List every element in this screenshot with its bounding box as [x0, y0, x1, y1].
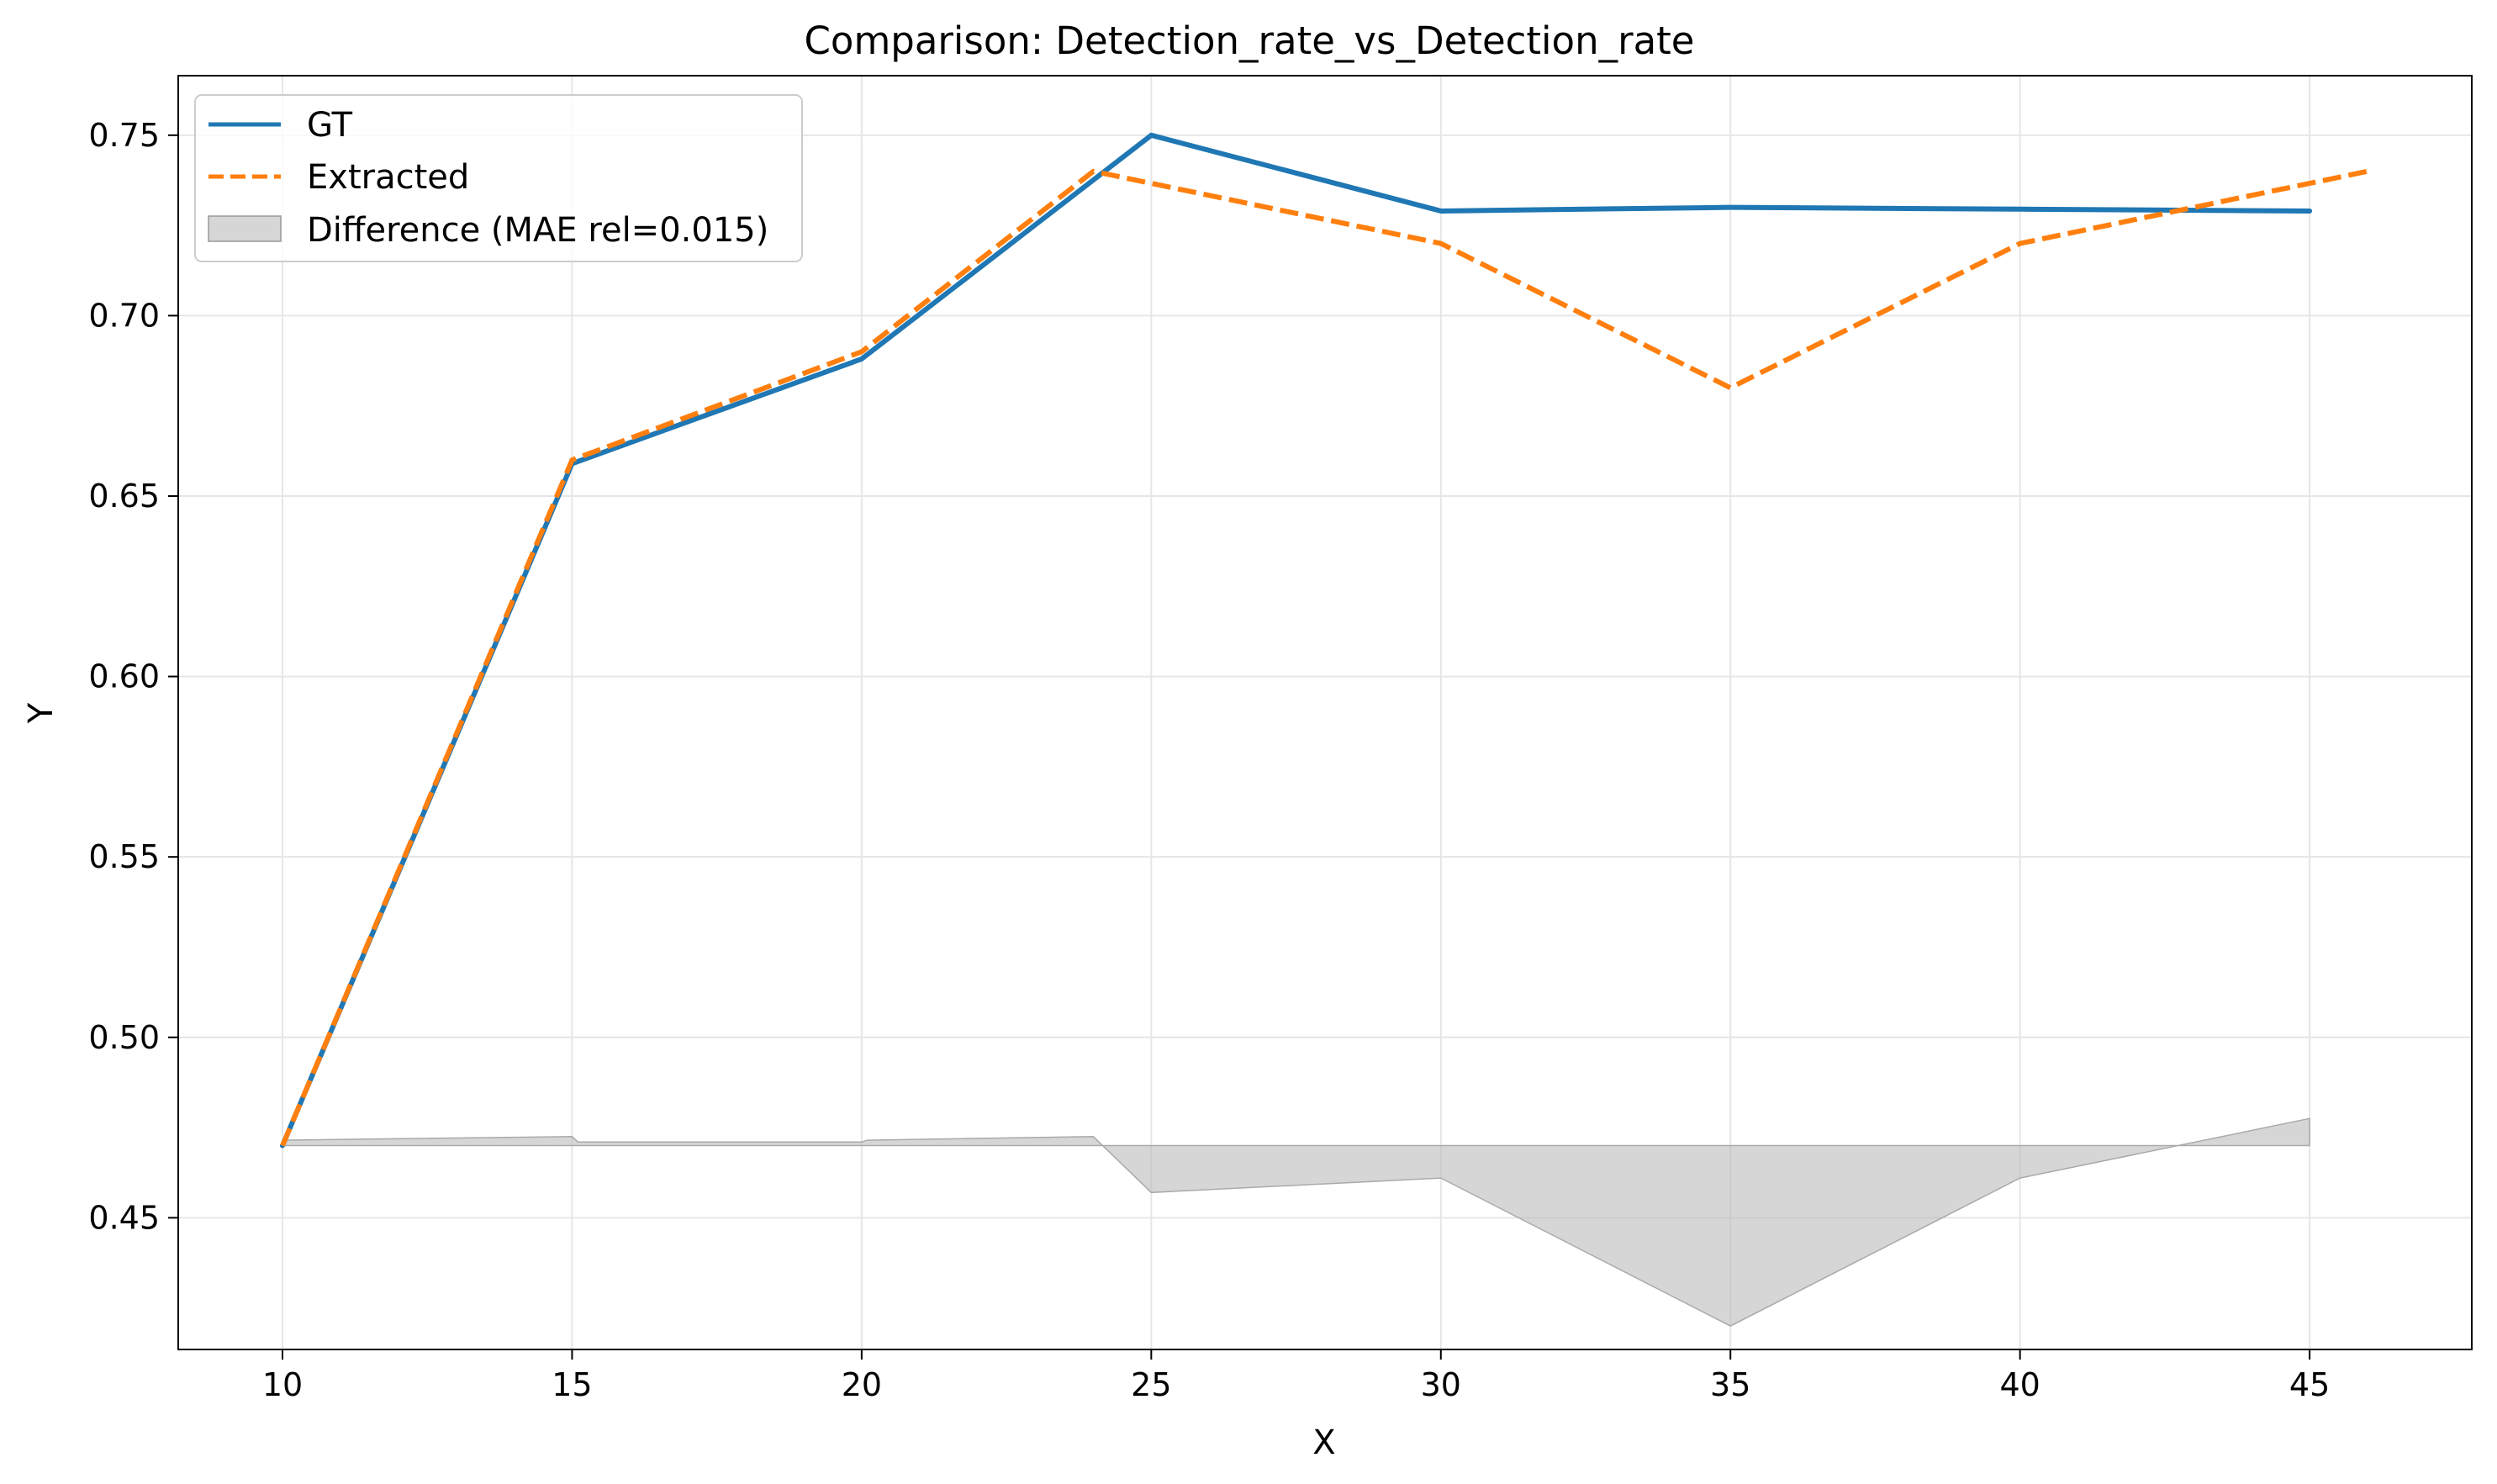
y-tick-label: 0.60	[88, 658, 160, 695]
x-tick-label: 35	[1710, 1366, 1750, 1403]
x-tick-label: 15	[552, 1366, 592, 1403]
legend-gt-label: GT	[307, 106, 353, 145]
plot-frame	[177, 75, 2473, 1350]
x-tick-label: 30	[1421, 1366, 1461, 1403]
x-tick-label: 45	[2289, 1366, 2330, 1403]
y-tick-label: 0.50	[88, 1019, 160, 1056]
legend-difference-swatch	[208, 215, 282, 242]
difference-band	[282, 1117, 2310, 1327]
grid-layer	[178, 76, 2472, 1349]
x-tick-label: 25	[1131, 1366, 1171, 1403]
x-axis-label: X	[1312, 1423, 1335, 1462]
y-tick-label: 0.75	[88, 117, 160, 154]
legend-difference-label: Difference (MAE rel=0.015)	[307, 211, 768, 250]
x-tick-label: 20	[842, 1366, 882, 1403]
extracted-series-line	[280, 168, 2368, 1147]
legend-extracted-label: Extracted	[307, 158, 469, 197]
difference-layer	[282, 1117, 2310, 1327]
series-layer	[280, 132, 2368, 1149]
x-tick-label: 10	[262, 1366, 303, 1403]
legend-box	[194, 94, 803, 262]
y-axis-label: Y	[22, 702, 61, 724]
y-tick-label: 0.70	[88, 297, 160, 334]
x-tick-label: 40	[1999, 1366, 2040, 1403]
y-tick-label: 0.45	[88, 1199, 160, 1236]
y-tick-label: 0.55	[88, 838, 160, 875]
gt-series-line	[280, 132, 2313, 1149]
y-tick-label: 0.65	[88, 478, 160, 515]
legend: GT Extracted Difference (MAE rel=0.015)	[194, 94, 803, 262]
x-axis-ticks: 10 15 20 25 30 35 40 45	[262, 1349, 2330, 1403]
y-axis-ticks: 0.45 0.50 0.55 0.60 0.65 0.70 0.75	[88, 117, 178, 1236]
chart-title: Comparison: Detection_rate_vs_Detection_…	[805, 18, 1695, 63]
